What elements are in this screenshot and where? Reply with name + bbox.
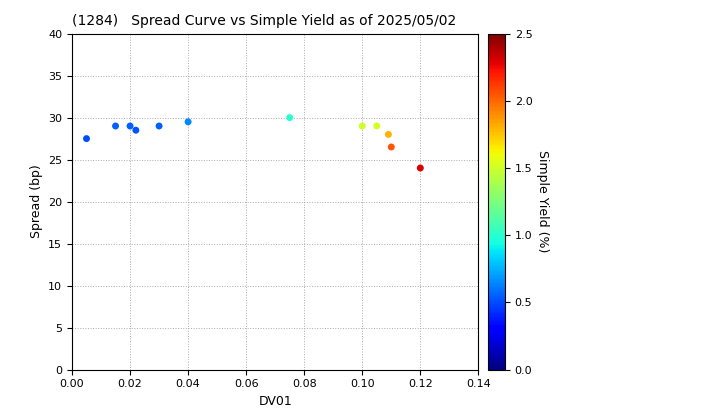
Point — [356, 123, 368, 129]
X-axis label: DV01: DV01 — [258, 395, 292, 408]
Point — [385, 144, 397, 150]
Point — [415, 165, 426, 171]
Point — [81, 135, 92, 142]
Point — [125, 123, 136, 129]
Point — [382, 131, 394, 138]
Point — [371, 123, 382, 129]
Point — [182, 118, 194, 125]
Point — [109, 123, 121, 129]
Y-axis label: Spread (bp): Spread (bp) — [30, 165, 42, 239]
Y-axis label: Simple Yield (%): Simple Yield (%) — [536, 150, 549, 253]
Point — [153, 123, 165, 129]
Text: (1284)   Spread Curve vs Simple Yield as of 2025/05/02: (1284) Spread Curve vs Simple Yield as o… — [72, 14, 456, 28]
Point — [130, 127, 142, 134]
Point — [284, 114, 295, 121]
